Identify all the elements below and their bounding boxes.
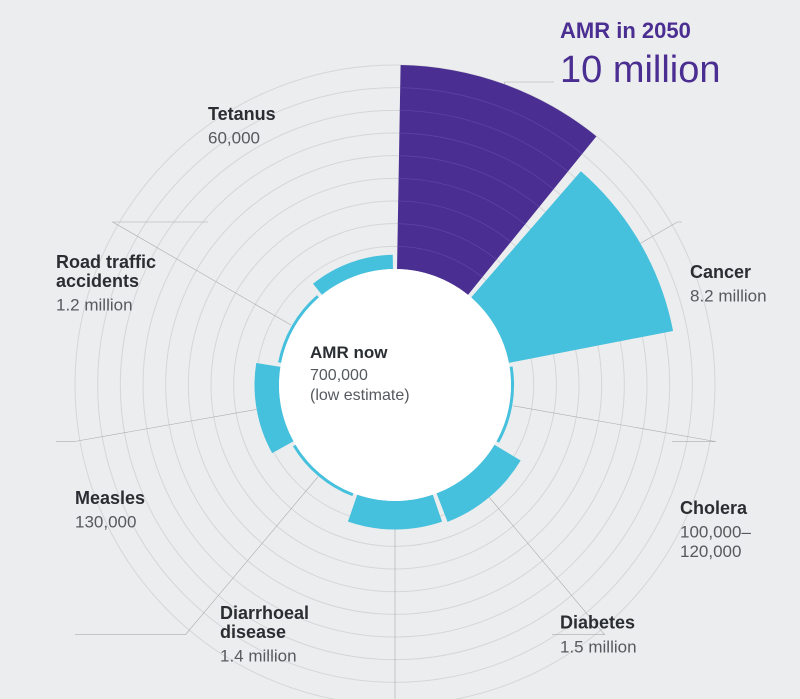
label-diabetes: Diabetes xyxy=(560,613,635,633)
value-tetanus: 60,000 xyxy=(208,129,260,148)
label-rta: Road traffic xyxy=(56,252,156,272)
value-cholera: 100,000– xyxy=(680,523,751,542)
polar-area-chart: AMR in 2050 10 million Cancer 8.2 million Ch… xyxy=(0,0,800,699)
label-cancer: Cancer xyxy=(690,262,751,282)
label-cholera: Cholera xyxy=(680,498,748,518)
label-measles: Measles xyxy=(75,488,145,508)
label-rta: accidents xyxy=(56,271,139,291)
value-amrnow: 700,000 xyxy=(310,367,368,384)
value-amrnow: (low estimate) xyxy=(310,387,410,404)
value-measles: 130,000 xyxy=(75,513,136,532)
label-tetanus: Tetanus xyxy=(208,104,276,124)
value-amr2050: 10 million xyxy=(560,49,721,91)
value-cholera: 120,000 xyxy=(680,542,741,561)
label-amr2050: AMR in 2050 xyxy=(560,18,691,43)
label-amrnow: AMR now xyxy=(310,343,388,362)
value-rta: 1.2 million xyxy=(56,295,133,314)
value-diabetes: 1.5 million xyxy=(560,637,637,656)
value-diarr: 1.4 million xyxy=(220,646,297,665)
label-diarr: disease xyxy=(220,622,286,642)
label-diarr: Diarrhoeal xyxy=(220,603,309,623)
value-cancer: 8.2 million xyxy=(690,287,767,306)
inner-disc xyxy=(279,269,511,501)
